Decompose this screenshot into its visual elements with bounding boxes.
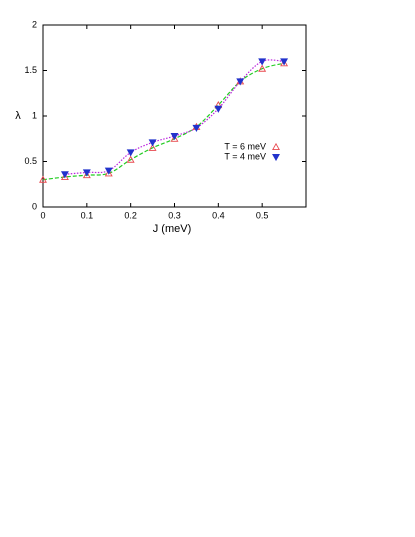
data-point [104, 169, 113, 177]
data-point [39, 175, 47, 183]
fit-curve [64, 59, 285, 175]
x-tick-label: 0.4 [212, 210, 225, 220]
data-point [148, 139, 157, 147]
data-point [214, 105, 223, 113]
legend-label: T = 4 meV [224, 151, 266, 161]
y-axis-label: λ [15, 110, 21, 122]
fit-curve [42, 62, 285, 181]
data-point [280, 58, 289, 66]
data-point [82, 169, 91, 177]
data-point [104, 167, 113, 175]
x-tick-label: 0.1 [81, 210, 94, 220]
data-point [258, 64, 267, 72]
x-tick-label: 0.3 [168, 210, 181, 220]
plot-frame [42, 24, 307, 208]
y-tick-label: 0.5 [24, 156, 37, 166]
data-point [82, 171, 91, 179]
data-point [236, 78, 245, 86]
data-point [126, 149, 135, 157]
data-point [170, 133, 179, 141]
y-tick-label: 2 [32, 19, 37, 29]
x-tick-label: 0.2 [124, 210, 137, 220]
data-point [60, 171, 69, 179]
legend-label: T = 6 meV [224, 141, 266, 151]
x-tick-label: 0.5 [256, 210, 269, 220]
legend-marker [272, 142, 280, 151]
x-tick-label: 0 [40, 210, 45, 220]
data-point [170, 134, 179, 142]
data-point [192, 124, 201, 132]
data-point [60, 172, 69, 180]
legend-marker [272, 153, 280, 162]
y-tick-label: 1.5 [24, 65, 37, 75]
data-point [148, 143, 157, 151]
x-axis-label: J (meV) [153, 223, 192, 235]
y-tick-label: 1 [32, 110, 37, 120]
y-tick-label: 0 [32, 201, 37, 211]
data-point [258, 58, 267, 66]
data-point [126, 155, 135, 163]
data-point [280, 59, 289, 67]
